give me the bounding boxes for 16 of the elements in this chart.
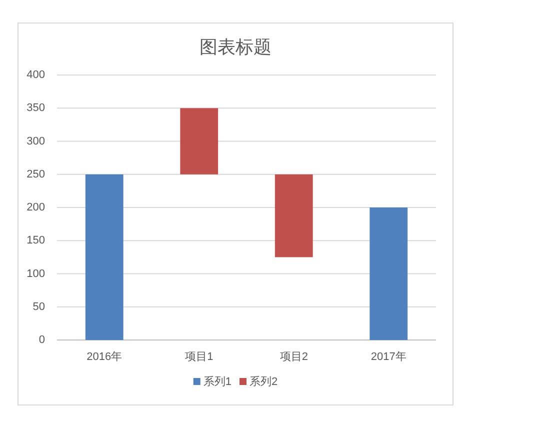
y-tick-label: 250 xyxy=(26,168,45,180)
x-tick-label: 项目2 xyxy=(280,351,308,363)
y-tick-label: 50 xyxy=(32,300,45,313)
y-tick-label: 150 xyxy=(26,234,45,247)
y-tick-label: 400 xyxy=(26,69,45,81)
y-tick-label: 200 xyxy=(26,202,45,214)
title: 图表标题 xyxy=(200,37,272,57)
y-tick-label: 0 xyxy=(38,334,45,346)
y-tick-label: 100 xyxy=(26,268,45,280)
legend-label: 系列1 xyxy=(203,376,232,388)
y-tick-label: 350 xyxy=(26,102,45,114)
x-tick-label: 2017年 xyxy=(370,351,406,363)
legend-label: 系列2 xyxy=(250,376,278,388)
x-tick-label: 项目1 xyxy=(185,351,214,363)
x-tick-label: 2016年 xyxy=(86,351,122,363)
y-tick-label: 300 xyxy=(26,135,45,148)
